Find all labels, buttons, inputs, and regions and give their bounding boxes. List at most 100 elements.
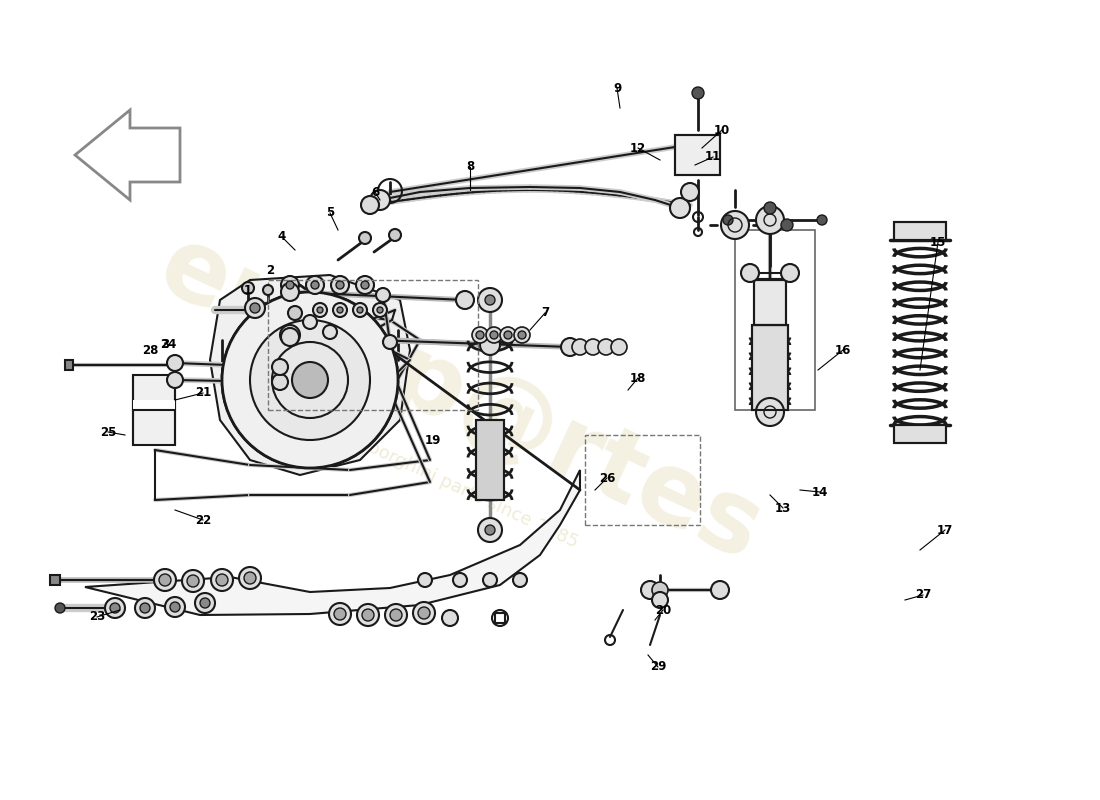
Circle shape	[242, 282, 254, 294]
Bar	[50, 575, 60, 585]
Circle shape	[167, 372, 183, 388]
Circle shape	[572, 339, 588, 355]
Circle shape	[359, 232, 371, 244]
Circle shape	[195, 593, 214, 613]
Text: 24: 24	[160, 338, 176, 351]
Circle shape	[456, 291, 474, 309]
Text: 21: 21	[195, 386, 211, 399]
Text: 28: 28	[142, 343, 158, 357]
Text: 15: 15	[930, 235, 946, 249]
Text: 5: 5	[326, 206, 334, 219]
Text: 7: 7	[541, 306, 549, 319]
Bar	[133, 375, 175, 445]
Circle shape	[486, 327, 502, 343]
Circle shape	[385, 604, 407, 626]
Circle shape	[311, 281, 319, 289]
Text: 14: 14	[812, 486, 828, 498]
Circle shape	[263, 285, 273, 295]
Text: 20: 20	[654, 603, 671, 617]
Text: 13: 13	[774, 502, 791, 514]
Circle shape	[331, 276, 349, 294]
Circle shape	[720, 211, 749, 239]
Bar	[752, 325, 788, 410]
Circle shape	[358, 307, 363, 313]
Text: 10: 10	[714, 123, 730, 137]
Text: 6: 6	[371, 186, 380, 198]
Circle shape	[187, 575, 199, 587]
Text: 8: 8	[466, 161, 474, 174]
Circle shape	[167, 355, 183, 371]
Circle shape	[362, 609, 374, 621]
Bar	[476, 420, 504, 500]
Circle shape	[292, 362, 328, 398]
Circle shape	[211, 569, 233, 591]
Text: 11: 11	[705, 150, 722, 163]
Circle shape	[216, 574, 228, 586]
Circle shape	[337, 307, 343, 313]
Text: 12: 12	[630, 142, 646, 154]
Circle shape	[652, 582, 668, 598]
Circle shape	[182, 570, 204, 592]
Circle shape	[280, 325, 300, 345]
Bar	[894, 425, 946, 443]
Circle shape	[250, 320, 370, 440]
Circle shape	[245, 298, 265, 318]
Circle shape	[323, 325, 337, 339]
Circle shape	[781, 219, 793, 231]
Circle shape	[480, 335, 501, 355]
Bar	[65, 360, 73, 370]
Circle shape	[165, 597, 185, 617]
Circle shape	[170, 602, 180, 612]
Bar	[752, 325, 788, 410]
Circle shape	[741, 264, 759, 282]
Circle shape	[154, 569, 176, 591]
Circle shape	[329, 603, 351, 625]
Circle shape	[110, 603, 120, 613]
Circle shape	[280, 283, 299, 301]
Text: 26: 26	[598, 471, 615, 485]
Circle shape	[302, 315, 317, 329]
Text: 18: 18	[630, 371, 646, 385]
Circle shape	[160, 574, 170, 586]
Bar	[735, 230, 815, 410]
Circle shape	[239, 567, 261, 589]
Bar	[675, 135, 720, 175]
Circle shape	[222, 292, 398, 468]
Circle shape	[334, 608, 346, 620]
Polygon shape	[85, 470, 580, 615]
Circle shape	[280, 276, 299, 294]
Circle shape	[135, 598, 155, 618]
Circle shape	[200, 598, 210, 608]
Text: 4: 4	[278, 230, 286, 243]
Circle shape	[353, 303, 367, 317]
Circle shape	[764, 202, 776, 214]
Circle shape	[453, 573, 468, 587]
Bar	[585, 435, 700, 525]
Circle shape	[513, 573, 527, 587]
Circle shape	[356, 276, 374, 294]
Text: 1: 1	[244, 283, 252, 297]
Circle shape	[286, 281, 294, 289]
Circle shape	[610, 339, 627, 355]
Circle shape	[478, 518, 502, 542]
Circle shape	[670, 198, 690, 218]
Circle shape	[756, 206, 784, 234]
Polygon shape	[210, 275, 410, 475]
Circle shape	[390, 609, 402, 621]
Bar	[754, 280, 786, 325]
Circle shape	[485, 295, 495, 305]
Circle shape	[681, 183, 698, 201]
Circle shape	[140, 603, 150, 613]
Circle shape	[442, 610, 458, 626]
Circle shape	[306, 276, 324, 294]
Circle shape	[272, 359, 288, 375]
Circle shape	[500, 327, 516, 343]
Circle shape	[280, 328, 299, 346]
Text: 19: 19	[425, 434, 441, 446]
Circle shape	[412, 602, 434, 624]
Circle shape	[561, 338, 579, 356]
Bar	[133, 400, 175, 410]
Circle shape	[314, 303, 327, 317]
Circle shape	[250, 303, 260, 313]
Circle shape	[472, 327, 488, 343]
